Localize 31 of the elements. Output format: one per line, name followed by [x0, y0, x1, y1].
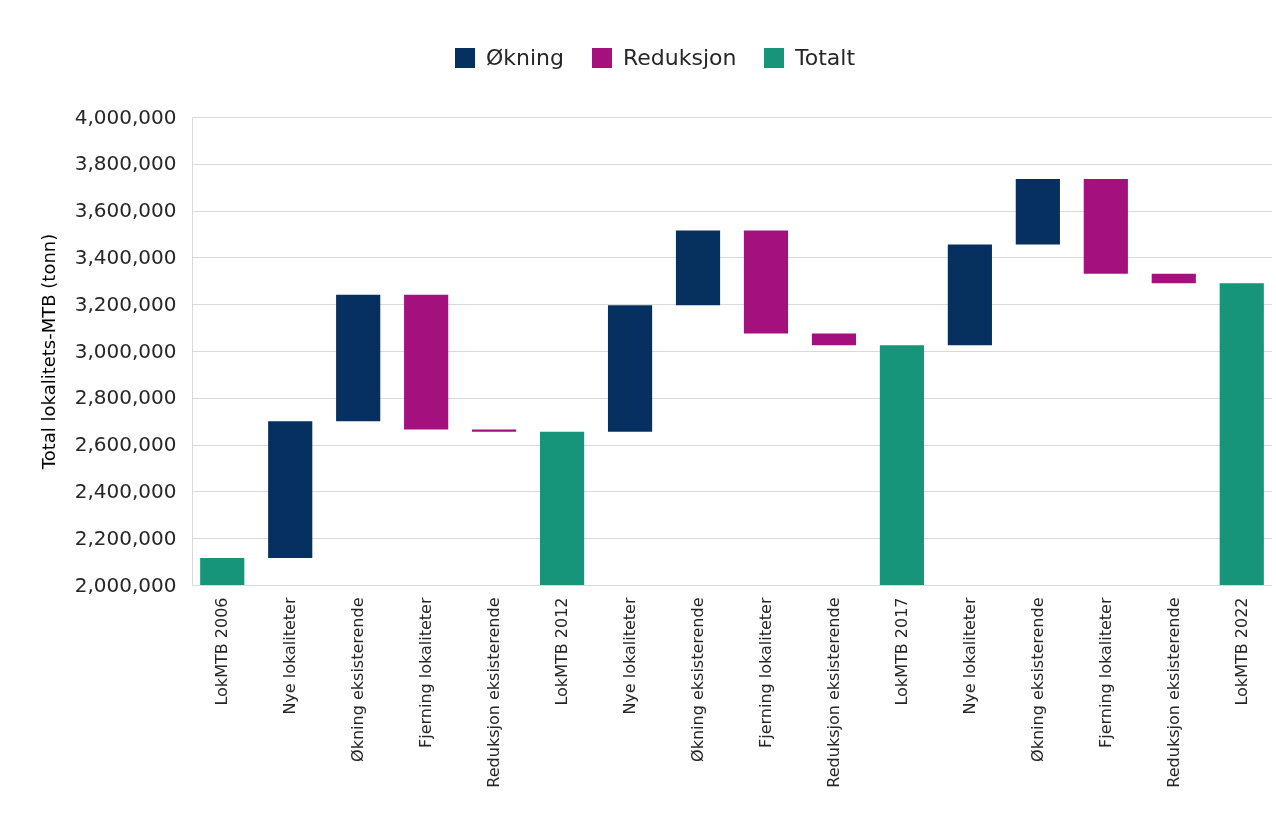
x-tick-label: LokMTB 2012: [552, 597, 572, 706]
x-tick-label: LokMTB 2006: [212, 597, 232, 706]
x-tick-label: Fjerning lokaliteter: [416, 597, 436, 748]
x-tick-label: Nye lokaliteter: [959, 597, 979, 715]
x-tick-label: Nye lokaliteter: [280, 597, 300, 715]
y-tick-label: 3,800,000: [74, 151, 177, 176]
x-tick-label: Økning eksisterende: [688, 597, 708, 762]
y-tick-label: 2,800,000: [74, 385, 177, 410]
x-tick-label: Fjerning lokaliteter: [755, 597, 775, 748]
y-tick-label: 2,400,000: [74, 478, 177, 503]
y-tick-label: 2,600,000: [74, 432, 177, 457]
y-tick-label: 3,000,000: [74, 338, 177, 363]
y-tick-label: 3,600,000: [74, 198, 177, 223]
x-tick-label: Reduksjon eksisterende: [484, 597, 504, 788]
legend-label: Totalt: [794, 45, 856, 70]
x-tick-label: Fjerning lokaliteter: [1095, 597, 1115, 748]
x-tick-label: Nye lokaliteter: [620, 597, 640, 715]
x-tick-label: Økning eksisterende: [1027, 597, 1047, 762]
y-tick-label: 3,400,000: [74, 244, 177, 269]
y-tick-label: 4,000,000: [74, 104, 177, 129]
y-axis-title: Total lokalitets-MTB (tonn): [37, 233, 59, 471]
x-tick-label: LokMTB 2017: [891, 597, 911, 706]
x-tick-label: LokMTB 2022: [1231, 597, 1251, 706]
legend-label: Reduksjon: [623, 45, 737, 70]
y-tick-label: 3,200,000: [74, 291, 177, 316]
y-tick-label: 2,200,000: [74, 525, 177, 550]
y-tick-label: 2,000,000: [74, 572, 177, 597]
x-tick-label: Reduksjon eksisterende: [1163, 597, 1183, 788]
x-tick-label: Reduksjon eksisterende: [823, 597, 843, 788]
x-tick-label: Økning eksisterende: [348, 597, 368, 762]
legend-label: Økning: [486, 45, 565, 70]
